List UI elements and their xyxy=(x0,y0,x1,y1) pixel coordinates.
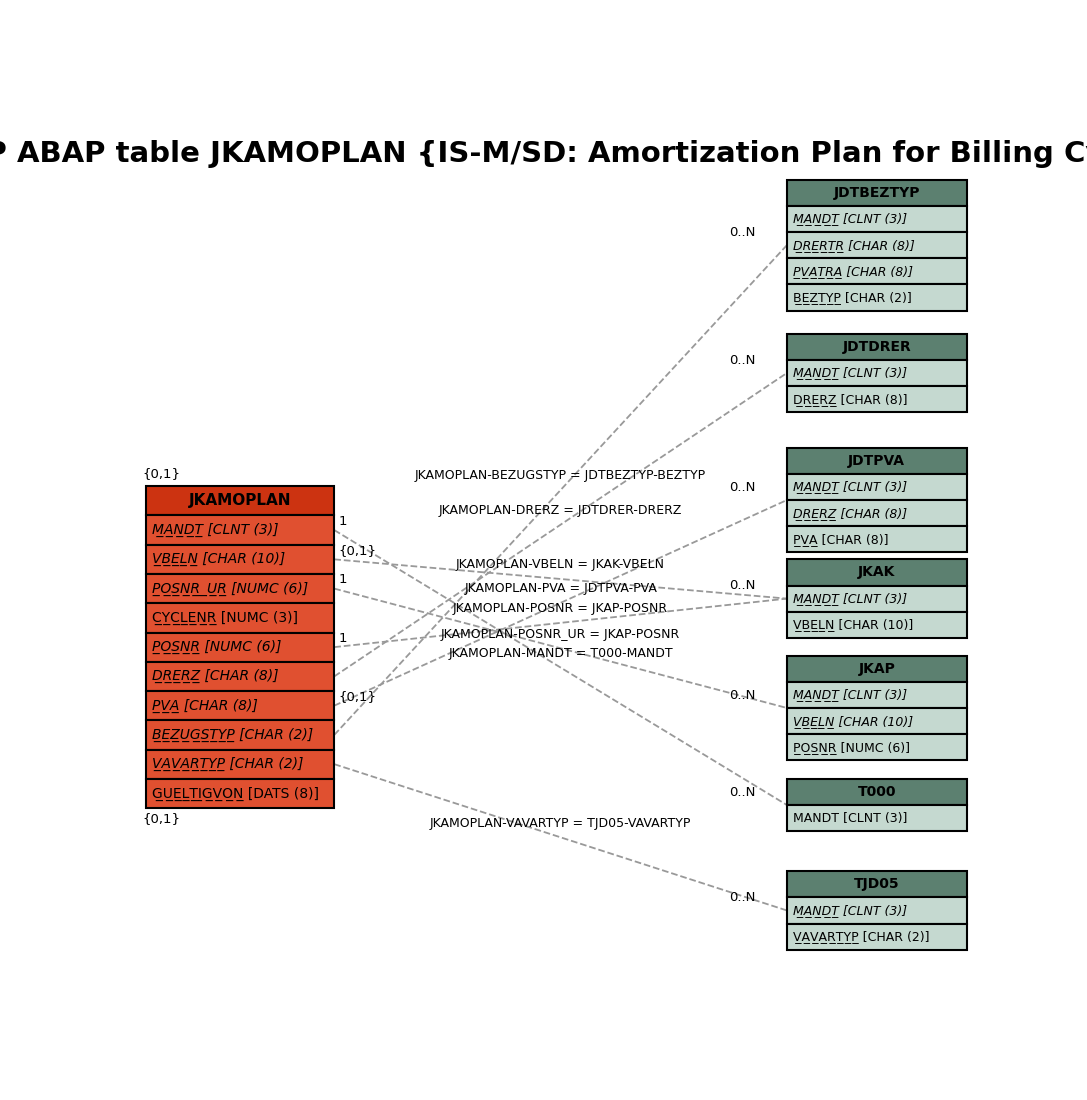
Bar xyxy=(787,448,966,474)
Bar xyxy=(146,574,335,603)
Text: P̲V̲A̲T̲R̲A̲ [CHAR (8)]: P̲V̲A̲T̲R̲A̲ [CHAR (8)] xyxy=(794,265,913,278)
Bar xyxy=(146,720,335,749)
Text: D̲R̲E̲R̲Z̲ [CHAR (8)]: D̲R̲E̲R̲Z̲ [CHAR (8)] xyxy=(794,393,908,406)
Text: V̲B̲E̲L̲N̲ [CHAR (10)]: V̲B̲E̲L̲N̲ [CHAR (10)] xyxy=(794,715,913,727)
Bar xyxy=(787,559,966,585)
Bar xyxy=(787,179,966,206)
Bar xyxy=(787,500,966,526)
Bar xyxy=(787,898,966,924)
Text: 0..N: 0..N xyxy=(729,891,755,904)
Bar xyxy=(787,232,966,258)
Text: TJD05: TJD05 xyxy=(854,878,900,891)
Bar xyxy=(787,585,966,612)
Text: B̲E̲Z̲T̲Y̲P̲ [CHAR (2)]: B̲E̲Z̲T̲Y̲P̲ [CHAR (2)] xyxy=(794,292,912,304)
Text: P̲O̲S̲N̲R̲_̲U̲R̲ [NUMC (6)]: P̲O̲S̲N̲R̲_̲U̲R̲ [NUMC (6)] xyxy=(152,582,309,596)
Text: V̲B̲E̲L̲N̲ [CHAR (10)]: V̲B̲E̲L̲N̲ [CHAR (10)] xyxy=(152,552,285,567)
Text: M̲A̲N̲D̲T̲ [CLNT (3)]: M̲A̲N̲D̲T̲ [CLNT (3)] xyxy=(794,366,908,379)
Text: P̲O̲S̲N̲R̲ [NUMC (6)]: P̲O̲S̲N̲R̲ [NUMC (6)] xyxy=(152,640,282,654)
Text: T000: T000 xyxy=(858,785,896,799)
Bar xyxy=(787,206,966,232)
Text: JKAMOPLAN-MANDT = T000-MANDT: JKAMOPLAN-MANDT = T000-MANDT xyxy=(448,647,673,660)
Text: V̲A̲V̲A̲R̲T̲Y̲P̲ [CHAR (2)]: V̲A̲V̲A̲R̲T̲Y̲P̲ [CHAR (2)] xyxy=(152,757,303,771)
Text: {0,1}: {0,1} xyxy=(142,812,180,825)
Text: JDTBEZTYP: JDTBEZTYP xyxy=(834,186,920,200)
Bar xyxy=(787,285,966,310)
Text: M̲A̲N̲D̲T̲ [CLNT (3)]: M̲A̲N̲D̲T̲ [CLNT (3)] xyxy=(794,689,908,702)
Bar xyxy=(146,632,335,662)
Text: C̲Y̲C̲L̲E̲N̲R̲ [NUMC (3)]: C̲Y̲C̲L̲E̲N̲R̲ [NUMC (3)] xyxy=(152,610,298,625)
Bar xyxy=(787,871,966,898)
Bar xyxy=(787,526,966,552)
Text: 1: 1 xyxy=(338,573,347,586)
Bar xyxy=(787,805,966,832)
Text: M̲A̲N̲D̲T̲ [CLNT (3)]: M̲A̲N̲D̲T̲ [CLNT (3)] xyxy=(794,904,908,917)
Bar xyxy=(787,924,966,949)
Text: 1: 1 xyxy=(338,515,347,528)
Bar xyxy=(787,258,966,285)
Bar xyxy=(146,486,335,516)
Text: JKAMOPLAN-PVA = JDTPVA-PVA: JKAMOPLAN-PVA = JDTPVA-PVA xyxy=(464,582,657,595)
Bar xyxy=(146,516,335,544)
Bar xyxy=(787,333,966,360)
Text: D̲R̲E̲R̲T̲R̲ [CHAR (8)]: D̲R̲E̲R̲T̲R̲ [CHAR (8)] xyxy=(794,239,915,252)
Text: JDTPVA: JDTPVA xyxy=(848,454,905,467)
Text: P̲O̲S̲N̲R̲ [NUMC (6)]: P̲O̲S̲N̲R̲ [NUMC (6)] xyxy=(794,740,910,754)
Bar xyxy=(787,474,966,500)
Bar xyxy=(787,708,966,734)
Bar xyxy=(787,612,966,638)
Text: JKAMOPLAN-POSNR = JKAP-POSNR: JKAMOPLAN-POSNR = JKAP-POSNR xyxy=(453,602,669,615)
Text: JKAK: JKAK xyxy=(858,565,896,580)
Bar xyxy=(146,749,335,779)
Text: V̲A̲V̲A̲R̲T̲Y̲P̲ [CHAR (2)]: V̲A̲V̲A̲R̲T̲Y̲P̲ [CHAR (2)] xyxy=(794,931,929,943)
Text: JKAMOPLAN-VBELN = JKAK-VBELN: JKAMOPLAN-VBELN = JKAK-VBELN xyxy=(457,559,665,571)
Text: P̲V̲A̲ [CHAR (8)]: P̲V̲A̲ [CHAR (8)] xyxy=(794,532,888,546)
Text: 0..N: 0..N xyxy=(729,226,755,239)
Text: V̲B̲E̲L̲N̲ [CHAR (10)]: V̲B̲E̲L̲N̲ [CHAR (10)] xyxy=(794,618,913,631)
Text: 0..N: 0..N xyxy=(729,481,755,494)
Text: JKAMOPLAN-DRERZ = JDTDRER-DRERZ: JKAMOPLAN-DRERZ = JDTDRER-DRERZ xyxy=(439,504,683,517)
Text: 0..N: 0..N xyxy=(729,580,755,593)
Text: SAP ABAP table JKAMOPLAN {IS-M/SD: Amortization Plan for Billing Cycle}: SAP ABAP table JKAMOPLAN {IS-M/SD: Amort… xyxy=(0,140,1087,167)
Text: {0,1}: {0,1} xyxy=(338,691,376,703)
Bar xyxy=(787,682,966,708)
Text: JDTDRER: JDTDRER xyxy=(842,340,911,354)
Bar xyxy=(787,779,966,805)
Bar xyxy=(146,779,335,808)
Bar xyxy=(787,360,966,386)
Text: 0..N: 0..N xyxy=(729,354,755,367)
Bar xyxy=(787,734,966,760)
Bar xyxy=(146,544,335,574)
Text: {0,1}: {0,1} xyxy=(142,468,180,480)
Bar xyxy=(146,662,335,691)
Text: D̲R̲E̲R̲Z̲ [CHAR (8)]: D̲R̲E̲R̲Z̲ [CHAR (8)] xyxy=(794,507,908,519)
Text: M̲A̲N̲D̲T̲ [CLNT (3)]: M̲A̲N̲D̲T̲ [CLNT (3)] xyxy=(152,522,278,537)
Text: 1: 1 xyxy=(338,631,347,645)
Text: MANDT [CLNT (3)]: MANDT [CLNT (3)] xyxy=(794,812,908,825)
Text: D̲R̲E̲R̲Z̲ [CHAR (8)]: D̲R̲E̲R̲Z̲ [CHAR (8)] xyxy=(152,669,278,683)
Text: JKAMOPLAN-POSNR_UR = JKAP-POSNR: JKAMOPLAN-POSNR_UR = JKAP-POSNR xyxy=(441,628,680,640)
Text: JKAMOPLAN: JKAMOPLAN xyxy=(189,493,291,508)
Text: M̲A̲N̲D̲T̲ [CLNT (3)]: M̲A̲N̲D̲T̲ [CLNT (3)] xyxy=(794,592,908,605)
Text: JKAMOPLAN-BEZUGSTYP = JDTBEZTYP-BEZTYP: JKAMOPLAN-BEZUGSTYP = JDTBEZTYP-BEZTYP xyxy=(415,470,707,482)
Bar xyxy=(787,386,966,412)
Text: B̲E̲Z̲U̲G̲S̲T̲Y̲P̲ [CHAR (2)]: B̲E̲Z̲U̲G̲S̲T̲Y̲P̲ [CHAR (2)] xyxy=(152,728,313,743)
Text: JKAMOPLAN-VAVARTYP = TJD05-VAVARTYP: JKAMOPLAN-VAVARTYP = TJD05-VAVARTYP xyxy=(429,816,691,829)
Bar xyxy=(146,691,335,720)
Bar xyxy=(787,656,966,682)
Text: JKAP: JKAP xyxy=(859,662,896,675)
Text: 0..N: 0..N xyxy=(729,785,755,799)
Text: M̲A̲N̲D̲T̲ [CLNT (3)]: M̲A̲N̲D̲T̲ [CLNT (3)] xyxy=(794,481,908,494)
Bar xyxy=(146,603,335,632)
Text: G̲U̲E̲L̲T̲I̲G̲V̲O̲N̲ [DATS (8)]: G̲U̲E̲L̲T̲I̲G̲V̲O̲N̲ [DATS (8)] xyxy=(152,786,320,801)
Text: 0..N: 0..N xyxy=(729,689,755,702)
Text: P̲V̲A̲ [CHAR (8)]: P̲V̲A̲ [CHAR (8)] xyxy=(152,698,258,713)
Text: {0,1}: {0,1} xyxy=(338,544,376,557)
Text: M̲A̲N̲D̲T̲ [CLNT (3)]: M̲A̲N̲D̲T̲ [CLNT (3)] xyxy=(794,212,908,226)
